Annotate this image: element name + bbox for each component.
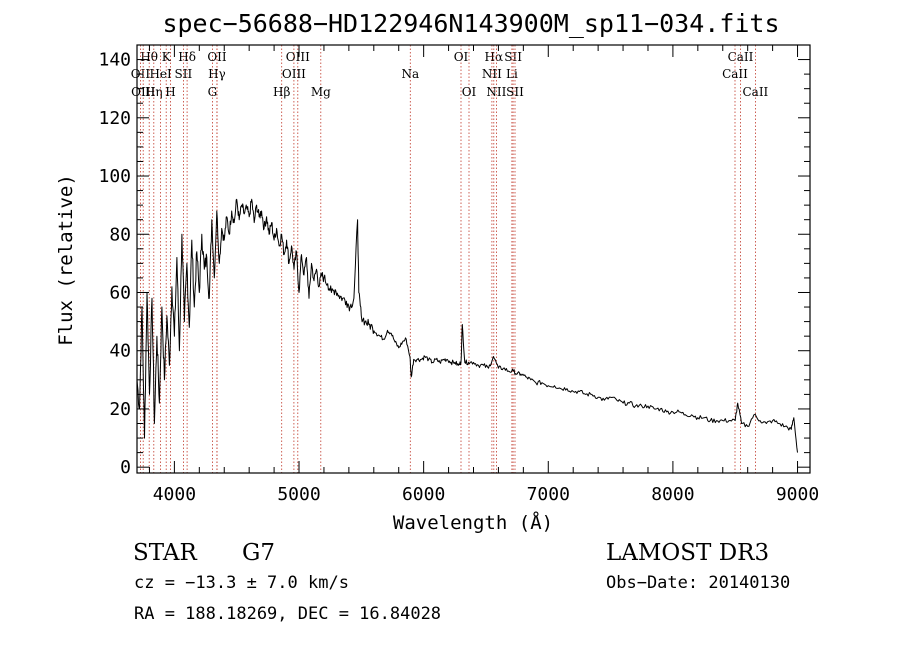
obs-date: Obs−Date: 20140130 [606,573,790,593]
line-label: Hα [485,50,504,64]
line-label: Li [506,67,518,81]
axis-ticks: 4000 5000 6000 7000 8000 9000 0 20 40 60 80 100 120 1… [98,44,819,505]
line-label: Hη [145,85,163,99]
line-label: G [208,85,218,99]
line-label: Hγ [208,67,226,81]
line-label: OI [462,85,477,99]
line-label: OI [454,50,469,64]
line-label: CaII [722,67,748,81]
y-tick-label: 20 [109,399,131,420]
survey-name: LAMOST DR3 [606,540,769,566]
coordinates: RA = 188.18269, DEC = 16.84028 [134,604,441,624]
line-label: Hβ [273,85,290,99]
line-label: Hδ [178,50,196,64]
x-tick-label: 4000 [153,484,196,505]
line-label: SII [175,67,193,81]
velocity-readout: cz = −13.3 ± 7.0 km/s [134,573,349,593]
object-class: STAR [133,540,197,566]
line-label: H [165,85,175,99]
line-label: SII [506,85,524,99]
line-label: K [162,50,172,64]
x-tick-label: 9000 [776,484,819,505]
chart-title: spec−56688−HD122946N143900M_sp11−034.fit… [162,9,779,38]
x-tick-label: 6000 [402,484,445,505]
x-tick-label: 8000 [651,484,694,505]
y-tick-label: 120 [98,108,131,129]
line-label: CaII [742,85,768,99]
y-axis-label: Flux (relative) [55,174,77,346]
y-tick-label: 40 [109,341,131,362]
spectrum-series [136,198,798,453]
y-tick-label: 100 [98,166,131,187]
object-subclass: G7 [242,540,275,566]
line-label: SII [504,50,522,64]
line-label: HeI [149,67,172,81]
x-tick-label: 5000 [277,484,320,505]
line-label: Na [401,67,419,81]
line-label: OIII [282,67,306,81]
plot-frame [136,44,811,474]
x-tick-label: 7000 [527,484,570,505]
y-tick-label: 140 [98,50,131,71]
y-tick-label: 80 [109,224,131,245]
line-label: CaII [728,50,754,64]
spectrum-line [136,198,798,453]
x-axis-label: Wavelength (Å) [393,511,553,534]
y-tick-label: 0 [120,457,131,478]
line-label: NII [482,67,502,81]
line-label: OIII [286,50,310,64]
line-label: Mg [311,85,331,99]
line-label: NII [486,85,506,99]
y-tick-label: 60 [109,282,131,303]
spectral-line-markers: HθOIIOIIIHηKHeIHHδSIIGOIIHγHβOIIIOIIIMgN… [131,45,769,473]
